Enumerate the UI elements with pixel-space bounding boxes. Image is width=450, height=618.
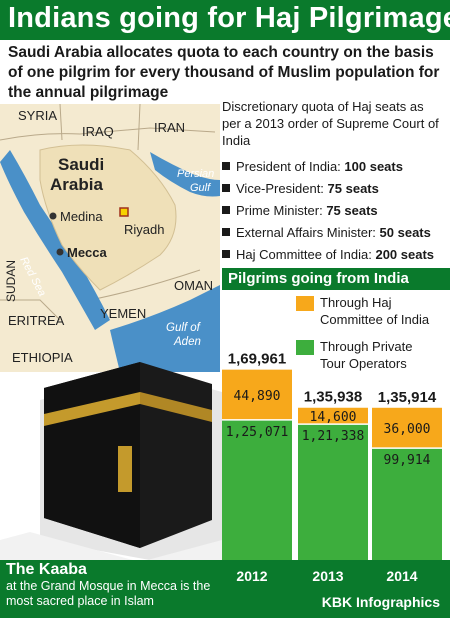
quota-item: President of India: 100 seats — [222, 159, 403, 174]
data-label-private-2014: 99,914 — [384, 453, 431, 468]
map-label-gulf-of: Gulf of — [166, 322, 200, 334]
bar-private-2013 — [298, 424, 368, 560]
map-label-gulf: Gulf — [190, 182, 211, 194]
data-label-haj-2014: 36,000 — [384, 422, 431, 437]
page-subtitle: Saudi Arabia allocates quota to each cou… — [8, 44, 440, 101]
map-label-mecca: Mecca — [67, 245, 107, 260]
map-label-syria: SYRIA — [18, 108, 58, 123]
map-label-medina: Medina — [60, 209, 103, 224]
data-label-total-2014: 1,35,914 — [378, 389, 437, 406]
bullet-icon — [222, 250, 230, 258]
bullet-icon — [222, 162, 230, 170]
credit: KBK Infographics — [321, 594, 440, 610]
quota-value: 75 seats — [326, 203, 378, 218]
data-label-total-2012: 1,69,961 — [228, 351, 286, 368]
kaaba-gold-band — [140, 392, 212, 422]
map-label-ethiopia: ETHIOPIA — [12, 350, 73, 365]
mecca-marker-icon — [56, 248, 64, 256]
map-border — [137, 103, 141, 151]
quota-value: 100 seats — [344, 159, 403, 174]
data-label-total-2013: 1,35,938 — [304, 389, 362, 406]
map-label-eritrea: ERITREA — [8, 313, 65, 328]
saudi-arabia-shape — [39, 144, 177, 291]
quota-value: 50 seats — [379, 225, 431, 240]
bar-haj-2013 — [298, 407, 368, 425]
legend-label-private: Through Private Tour Operators — [320, 339, 413, 371]
chart-title: Pilgrims going from India — [228, 270, 409, 287]
map-border — [59, 103, 63, 141]
caption-title: The Kaaba — [6, 561, 87, 578]
quota-label: Vice-President: — [236, 181, 324, 196]
quota-label: President of India: — [236, 159, 341, 174]
bar-private-2014 — [372, 448, 442, 560]
quota-label: External Affairs Minister: — [236, 225, 376, 240]
quota-value: 200 seats — [375, 247, 435, 262]
red-sea-shape — [0, 150, 110, 330]
map-border — [0, 299, 61, 321]
chart-title-bar: Pilgrims going from India — [222, 268, 450, 290]
x-tick-label: 2012 — [236, 568, 268, 584]
quota-label: Prime Minister: — [236, 203, 323, 218]
quota-item: External Affairs Minister: 50 seats — [222, 225, 431, 240]
map-label-yemen: YEMEN — [100, 306, 147, 321]
bar-private-2012 — [222, 419, 292, 560]
quota-heading: Discretionary quota of Haj seats as per … — [222, 99, 439, 148]
data-label-private-2013: 1,21,338 — [302, 429, 365, 444]
x-tick-label: 2013 — [312, 568, 344, 584]
medina-marker-icon — [49, 212, 57, 220]
legend-swatch-haj — [296, 296, 314, 311]
page-title: Indians going for Haj Pilgrimage — [8, 2, 450, 34]
kaaba-floor — [0, 532, 222, 562]
data-label-private-2012: 1,25,071 — [226, 425, 289, 440]
quota-item: Vice-President: 75 seats — [222, 181, 379, 196]
map-label-persian: Persian — [177, 168, 215, 180]
bullet-icon — [222, 184, 230, 192]
quota-label: Haj Committee of India: — [236, 247, 372, 262]
map-label-iran: IRAN — [154, 120, 186, 135]
map-label-oman: OMAN — [174, 278, 213, 293]
map-label-saudi: Saudi — [58, 155, 105, 174]
gulf-of-aden-shape — [110, 285, 220, 372]
legend-label-haj: Through Haj Committee of India — [320, 295, 430, 327]
bar-haj-2014 — [372, 407, 442, 449]
quota-value: 75 seats — [327, 181, 379, 196]
map-border — [0, 127, 216, 141]
kaaba-door — [118, 446, 132, 492]
map-label-riyadh: Riyadh — [124, 222, 165, 237]
title-bar: Indians going for Haj Pilgrimage — [0, 0, 450, 40]
kaaba-gold-band — [44, 392, 140, 426]
x-tick-label: 2014 — [386, 568, 418, 584]
persian-gulf-shape — [150, 152, 220, 197]
bullet-icon — [222, 228, 230, 236]
legend-swatch-private — [296, 340, 314, 355]
caption-body: at the Grand Mosque in Mecca is the most… — [6, 579, 211, 608]
bullet-icon — [222, 206, 230, 214]
bar-haj-2012 — [222, 369, 292, 420]
map-label-iraq: IRAQ — [82, 124, 114, 139]
quota-item: Haj Committee of India: 200 seats — [222, 247, 434, 262]
riyadh-marker-icon — [119, 207, 129, 217]
quota-item: Prime Minister: 75 seats — [222, 203, 378, 218]
map-label-aden: Aden — [174, 336, 201, 348]
data-label-haj-2013: 14,600 — [310, 410, 357, 425]
bottom-band — [0, 560, 450, 618]
map-border — [89, 269, 201, 301]
map-label-arabia: Arabia — [50, 175, 103, 194]
data-label-haj-2012: 44,890 — [234, 389, 281, 404]
